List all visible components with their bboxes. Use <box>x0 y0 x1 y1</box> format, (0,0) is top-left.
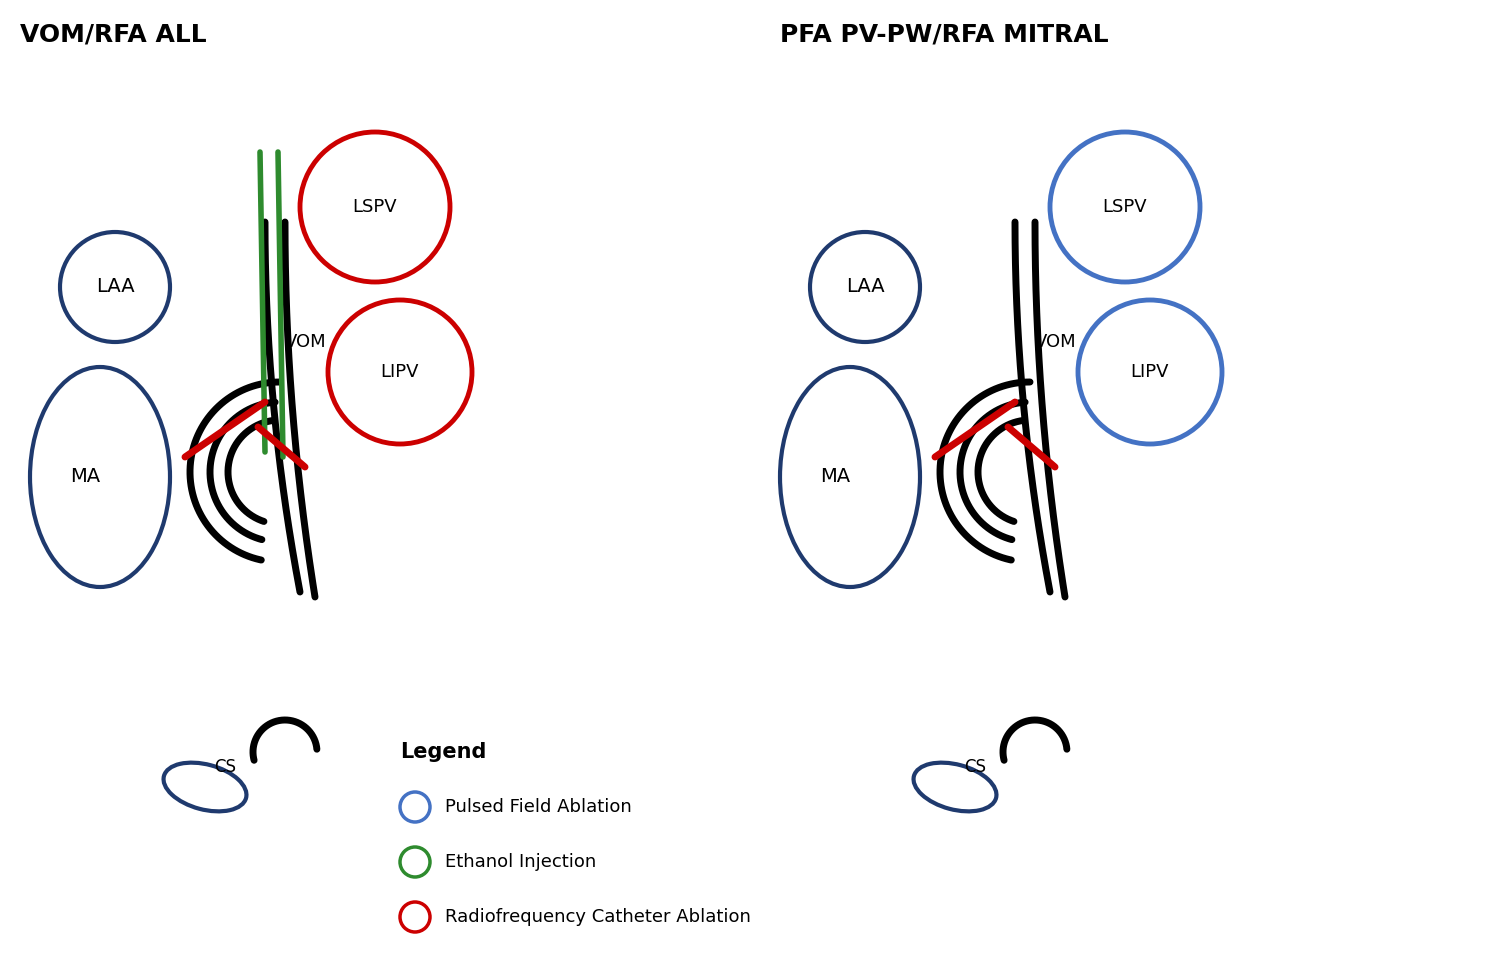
Text: Pulsed Field Ablation: Pulsed Field Ablation <box>446 798 632 816</box>
Text: Ethanol Injection: Ethanol Injection <box>446 853 596 871</box>
Text: CS: CS <box>964 758 986 776</box>
Text: CS: CS <box>214 758 236 776</box>
Text: LSPV: LSPV <box>352 198 398 216</box>
Text: VOM: VOM <box>1035 333 1077 351</box>
Text: LIPV: LIPV <box>1131 363 1170 381</box>
Text: MA: MA <box>821 468 850 487</box>
Text: VOM/RFA ALL: VOM/RFA ALL <box>20 22 207 46</box>
Text: VOM: VOM <box>285 333 327 351</box>
Text: Legend: Legend <box>400 742 486 762</box>
Text: LAA: LAA <box>846 277 885 296</box>
Text: LAA: LAA <box>96 277 135 296</box>
Text: LSPV: LSPV <box>1102 198 1148 216</box>
Text: PFA PV-PW/RFA MITRAL: PFA PV-PW/RFA MITRAL <box>780 22 1108 46</box>
Text: Radiofrequency Catheter Ablation: Radiofrequency Catheter Ablation <box>446 908 752 926</box>
Text: LIPV: LIPV <box>381 363 419 381</box>
Text: MA: MA <box>70 468 100 487</box>
